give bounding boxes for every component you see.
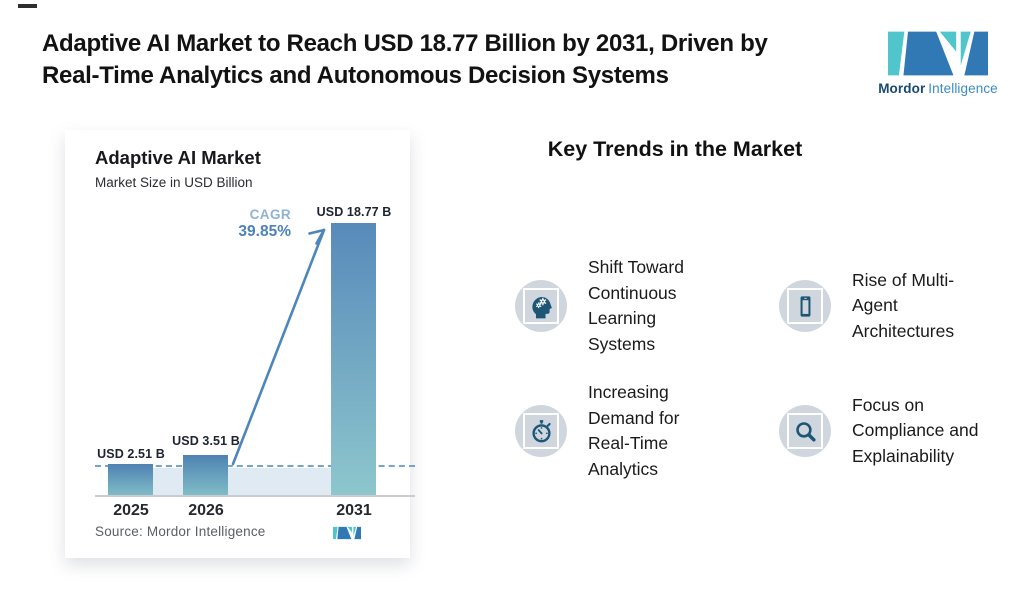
trend-item-realtime-analytics: Increasing Demand for Real-Time Analytic… [515, 378, 758, 484]
brand-name-bold: Mordor [878, 81, 926, 96]
tick-2025: 2025 [113, 502, 149, 519]
brand-name: Mordor Intelligence [877, 81, 999, 96]
trend-label: Increasing Demand for Real-Time Analytic… [588, 382, 680, 479]
chart-title: Adaptive AI Market [95, 147, 261, 168]
brand-logo: Mordor Intelligence [877, 30, 999, 96]
tick-2026: 2026 [188, 502, 224, 519]
icon-frame [787, 413, 823, 449]
trend-item-continuous-learning: Shift Toward Continuous Learning Systems [515, 253, 758, 359]
trend-item-compliance: Focus on Compliance and Explainability [779, 378, 1022, 484]
cagr-annotation: CAGR 39.85% [185, 207, 291, 241]
magnifier-icon [779, 405, 831, 457]
bar-value-2031: USD 18.77 B [316, 205, 392, 219]
trend-item-multi-agent: Rise of Multi- Agent Architectures [779, 253, 1022, 359]
icon-frame [523, 288, 559, 324]
smartphone-icon [779, 280, 831, 332]
baseline-dashed-line [95, 465, 415, 467]
bar-value-2026: USD 3.51 B [172, 434, 240, 448]
page-title: Adaptive AI Market to Reach USD 18.77 Bi… [42, 30, 768, 89]
tick-2031: 2031 [336, 502, 372, 519]
trend-label: Shift Toward Continuous Learning Systems [588, 257, 684, 354]
bar-2026 [183, 455, 228, 495]
mordor-mini-logo-icon [333, 526, 361, 540]
icon-frame [523, 413, 559, 449]
trend-label: Focus on Compliance and Explainability [852, 394, 979, 466]
brand-name-light: Intelligence [928, 81, 998, 96]
market-chart-card: Adaptive AI Market Market Size in USD Bi… [65, 130, 415, 558]
bar-value-2025: USD 2.51 B [97, 447, 165, 461]
chart-subtitle: Market Size in USD Billion [95, 175, 253, 190]
cagr-value: 39.85% [238, 223, 291, 240]
trends-section-title: Key Trends in the Market [547, 137, 803, 161]
trend-label: Rise of Multi- Agent Architectures [852, 269, 955, 341]
mordor-intelligence-logo-icon [888, 31, 988, 76]
corner-mark [18, 4, 37, 8]
source-attribution: Source: Mordor Intelligence [95, 524, 266, 539]
cagr-label: CAGR [249, 207, 291, 222]
icon-frame [787, 288, 823, 324]
stopwatch-icon [515, 405, 567, 457]
x-axis-line [95, 495, 415, 497]
bar-2031 [331, 223, 376, 495]
bar-2025 [108, 464, 153, 495]
head-gears-icon [515, 280, 567, 332]
